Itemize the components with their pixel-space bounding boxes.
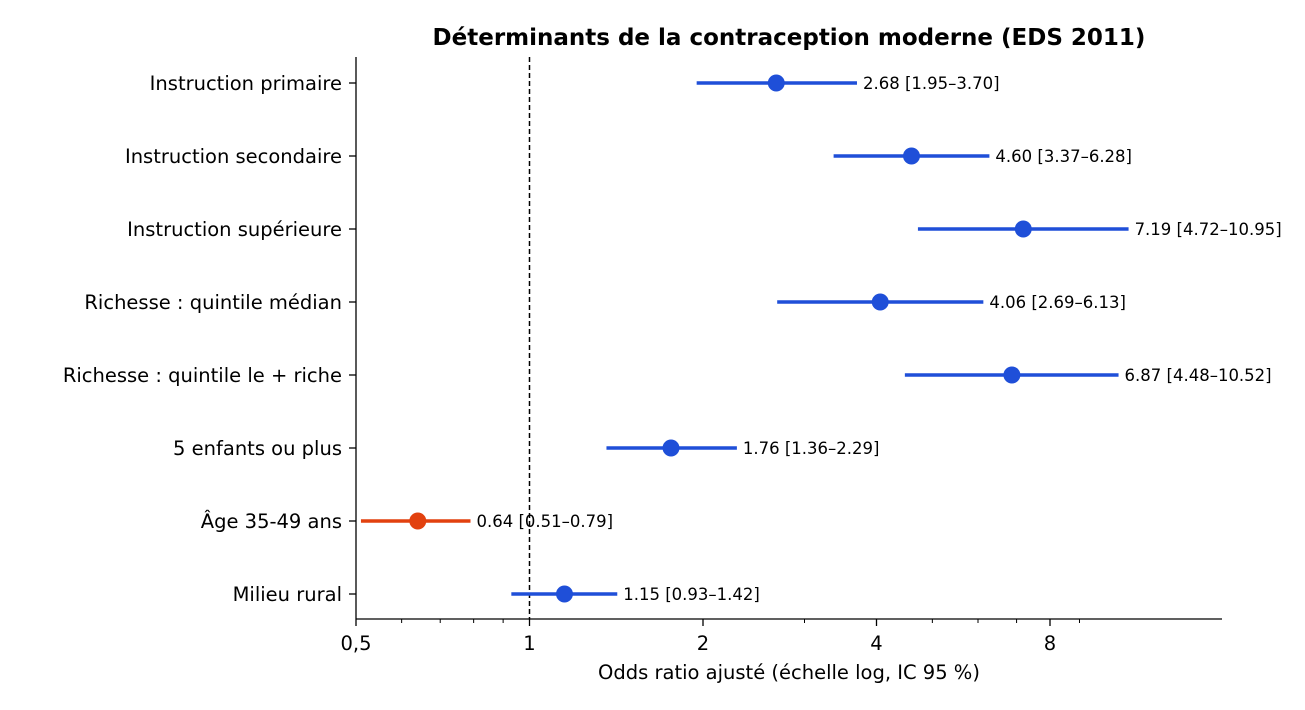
data-label-0: 2.68 [1.95–3.70] — [863, 74, 1000, 93]
category-label-5: 5 enfants ou plus — [173, 437, 342, 460]
x-tick-label-1: 1 — [523, 632, 535, 655]
data-label-7: 1.15 [0.93–1.42] — [623, 585, 760, 604]
point-1 — [902, 147, 920, 165]
data-label-6: 0.64 [0.51–0.79] — [476, 512, 613, 531]
chart-title: Déterminants de la contraception moderne… — [433, 25, 1146, 51]
point-7 — [555, 585, 573, 603]
x-tick-label-2: 2 — [697, 632, 709, 655]
category-label-3: Richesse : quintile médian — [84, 291, 342, 314]
x-tick-label-3: 4 — [870, 632, 882, 655]
point-0 — [767, 74, 785, 92]
point-4 — [1003, 366, 1021, 384]
point-5 — [662, 439, 680, 457]
data-label-2: 7.19 [4.72–10.95] — [1135, 220, 1282, 239]
category-label-2: Instruction supérieure — [127, 218, 342, 241]
x-axis-label: Odds ratio ajusté (échelle log, IC 95 %) — [598, 661, 980, 684]
data-label-3: 4.06 [2.69–6.13] — [989, 293, 1126, 312]
category-label-4: Richesse : quintile le + riche — [63, 364, 342, 387]
x-tick-label-0: 0,5 — [340, 632, 371, 655]
plot-area: 0,5 1 2 4 8 Instruction primaire 2.68 [1.95–3.… — [63, 57, 1282, 655]
point-2 — [1014, 220, 1032, 238]
point-6 — [409, 512, 427, 530]
category-label-0: Instruction primaire — [150, 72, 342, 95]
category-label-6: Âge 35-49 ans — [201, 510, 342, 533]
x-tick-label-4: 8 — [1044, 632, 1056, 655]
point-3 — [871, 293, 889, 311]
category-label-7: Milieu rural — [233, 583, 342, 606]
data-label-1: 4.60 [3.37–6.28] — [995, 147, 1132, 166]
category-label-1: Instruction secondaire — [125, 145, 342, 168]
data-label-4: 6.87 [4.48–10.52] — [1125, 366, 1272, 385]
data-label-5: 1.76 [1.36–2.29] — [743, 439, 880, 458]
